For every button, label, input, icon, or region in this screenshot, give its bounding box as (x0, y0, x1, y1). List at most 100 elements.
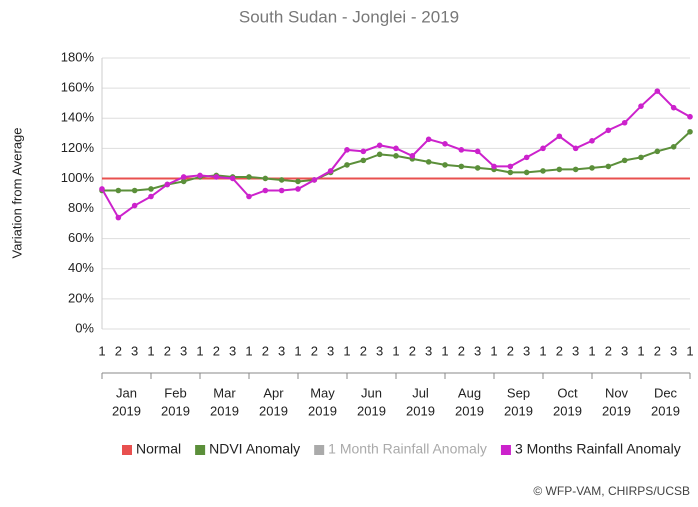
series-marker (360, 148, 367, 155)
series-marker (197, 172, 203, 179)
x-group-label: May (310, 385, 335, 400)
y-tick-label: 180% (61, 49, 95, 64)
x-tick-label: 3 (180, 343, 187, 358)
series-marker (474, 165, 481, 171)
x-tick-label: 2 (164, 343, 171, 358)
series-marker (507, 163, 514, 170)
x-tick-label: 1 (98, 343, 105, 358)
x-tick-label: 3 (523, 343, 530, 358)
credit: © WFP-VAM, CHIRPS/UCSB (533, 484, 690, 498)
x-group-label: Mar (213, 385, 236, 400)
x-group-label: 2019 (259, 403, 288, 418)
series-marker (115, 187, 122, 194)
series-line (102, 131, 691, 192)
series-marker (229, 175, 236, 182)
x-tick-label: 3 (425, 343, 432, 358)
x-tick-label: 1 (637, 343, 644, 358)
legend-item: 3 Months Rainfall Anomaly (500, 441, 681, 457)
x-group-label: 2019 (504, 403, 533, 418)
series-marker (164, 181, 171, 188)
x-tick-label: 1 (392, 343, 399, 358)
x-tick-label: 2 (360, 343, 367, 358)
series-marker (115, 214, 122, 221)
series-marker (99, 186, 105, 192)
series-marker (409, 153, 416, 159)
legend-swatch (122, 445, 132, 455)
series-marker (376, 151, 383, 158)
series-marker (344, 162, 350, 168)
series-marker (295, 186, 301, 192)
x-tick-label: 3 (229, 343, 236, 358)
x-group-label: 2019 (455, 403, 484, 418)
series-marker (262, 175, 269, 182)
legend-item: 1 Month Rainfall Anomaly (314, 441, 487, 457)
series-marker (131, 187, 138, 194)
x-group-label: 2019 (210, 403, 239, 418)
x-group-label: 2019 (406, 403, 435, 418)
y-tick-label: 140% (61, 110, 95, 125)
series-marker (572, 166, 579, 173)
y-axis-label: Variation from Average (9, 127, 24, 258)
series-marker (670, 144, 677, 150)
series-marker (327, 168, 334, 174)
legend-label: NDVI Anomaly (209, 441, 300, 457)
x-tick-label: 2 (507, 343, 514, 358)
x-tick-label: 1 (294, 343, 301, 358)
x-tick-label: 1 (245, 343, 252, 358)
y-tick-label: 160% (61, 80, 95, 95)
x-tick-label: 2 (654, 343, 661, 358)
series-marker (621, 119, 628, 126)
series-marker (474, 148, 481, 155)
series-marker (605, 163, 612, 170)
series-marker (180, 174, 187, 180)
series-marker (376, 142, 383, 149)
legend-item: NDVI Anomaly (195, 441, 300, 457)
series-marker (311, 177, 318, 183)
legend-swatch (195, 445, 206, 455)
series-marker (589, 138, 595, 144)
x-tick-label: 1 (490, 343, 497, 358)
series-marker (458, 147, 465, 153)
x-group-label: Jan (116, 385, 137, 400)
x-tick-label: 3 (474, 343, 481, 358)
series-marker (556, 133, 563, 140)
x-group-label: Dec (654, 385, 678, 400)
series-marker (670, 104, 677, 111)
series-marker (572, 145, 579, 152)
series-marker (687, 128, 693, 135)
x-tick-label: 3 (376, 343, 383, 358)
x-tick-label: 1 (441, 343, 448, 358)
x-group-label: Aug (458, 385, 481, 400)
series-marker (278, 177, 285, 183)
x-group-label: Oct (557, 385, 578, 400)
series-marker (278, 187, 285, 194)
x-tick-label: 3 (278, 343, 285, 358)
x-tick-label: 1 (196, 343, 203, 358)
series-marker (148, 186, 154, 192)
x-tick-label: 2 (458, 343, 465, 358)
x-tick-label: 3 (621, 343, 628, 358)
x-tick-label: 2 (556, 343, 563, 358)
series-marker (246, 174, 252, 180)
x-group-label: 2019 (602, 403, 631, 418)
series-marker (605, 127, 612, 134)
x-tick-label: 1 (343, 343, 350, 358)
series-marker (523, 169, 530, 176)
x-group-label: 2019 (357, 403, 386, 418)
series-marker (687, 113, 693, 120)
x-group-label: Nov (605, 385, 629, 400)
series-marker (148, 193, 154, 200)
series-marker (393, 145, 399, 152)
x-tick-label: 2 (262, 343, 269, 358)
series-marker (180, 178, 187, 185)
series-marker (507, 169, 514, 176)
x-tick-label: 2 (115, 343, 122, 358)
x-tick-label: 2 (409, 343, 416, 358)
x-group-label: Jul (412, 385, 429, 400)
x-group-label: Jun (361, 385, 382, 400)
x-tick-label: 1 (588, 343, 595, 358)
series-marker (540, 145, 546, 152)
series-marker (654, 88, 661, 94)
series-marker (556, 166, 563, 173)
